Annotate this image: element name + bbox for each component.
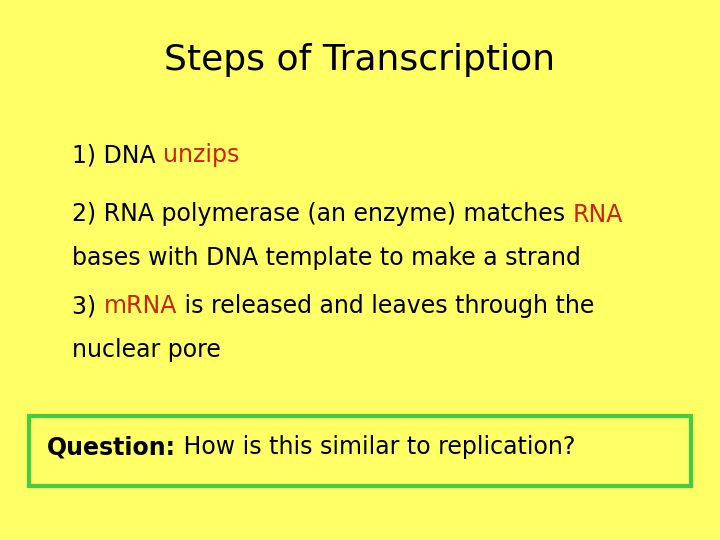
Text: How is this similar to replication?: How is this similar to replication? — [176, 435, 575, 460]
Text: RNA: RNA — [572, 202, 623, 226]
FancyBboxPatch shape — [29, 416, 691, 486]
Text: nuclear pore: nuclear pore — [72, 338, 221, 361]
Text: 1) DNA: 1) DNA — [72, 143, 163, 167]
Text: bases with DNA template to make a strand: bases with DNA template to make a strand — [72, 246, 581, 269]
Text: 3): 3) — [72, 294, 104, 318]
Text: unzips: unzips — [163, 143, 240, 167]
Text: is released and leaves through the: is released and leaves through the — [177, 294, 595, 318]
Text: 2) RNA polymerase (an enzyme) matches: 2) RNA polymerase (an enzyme) matches — [72, 202, 572, 226]
Text: mRNA: mRNA — [104, 294, 177, 318]
Text: Steps of Transcription: Steps of Transcription — [164, 43, 556, 77]
Text: Question:: Question: — [47, 435, 176, 460]
